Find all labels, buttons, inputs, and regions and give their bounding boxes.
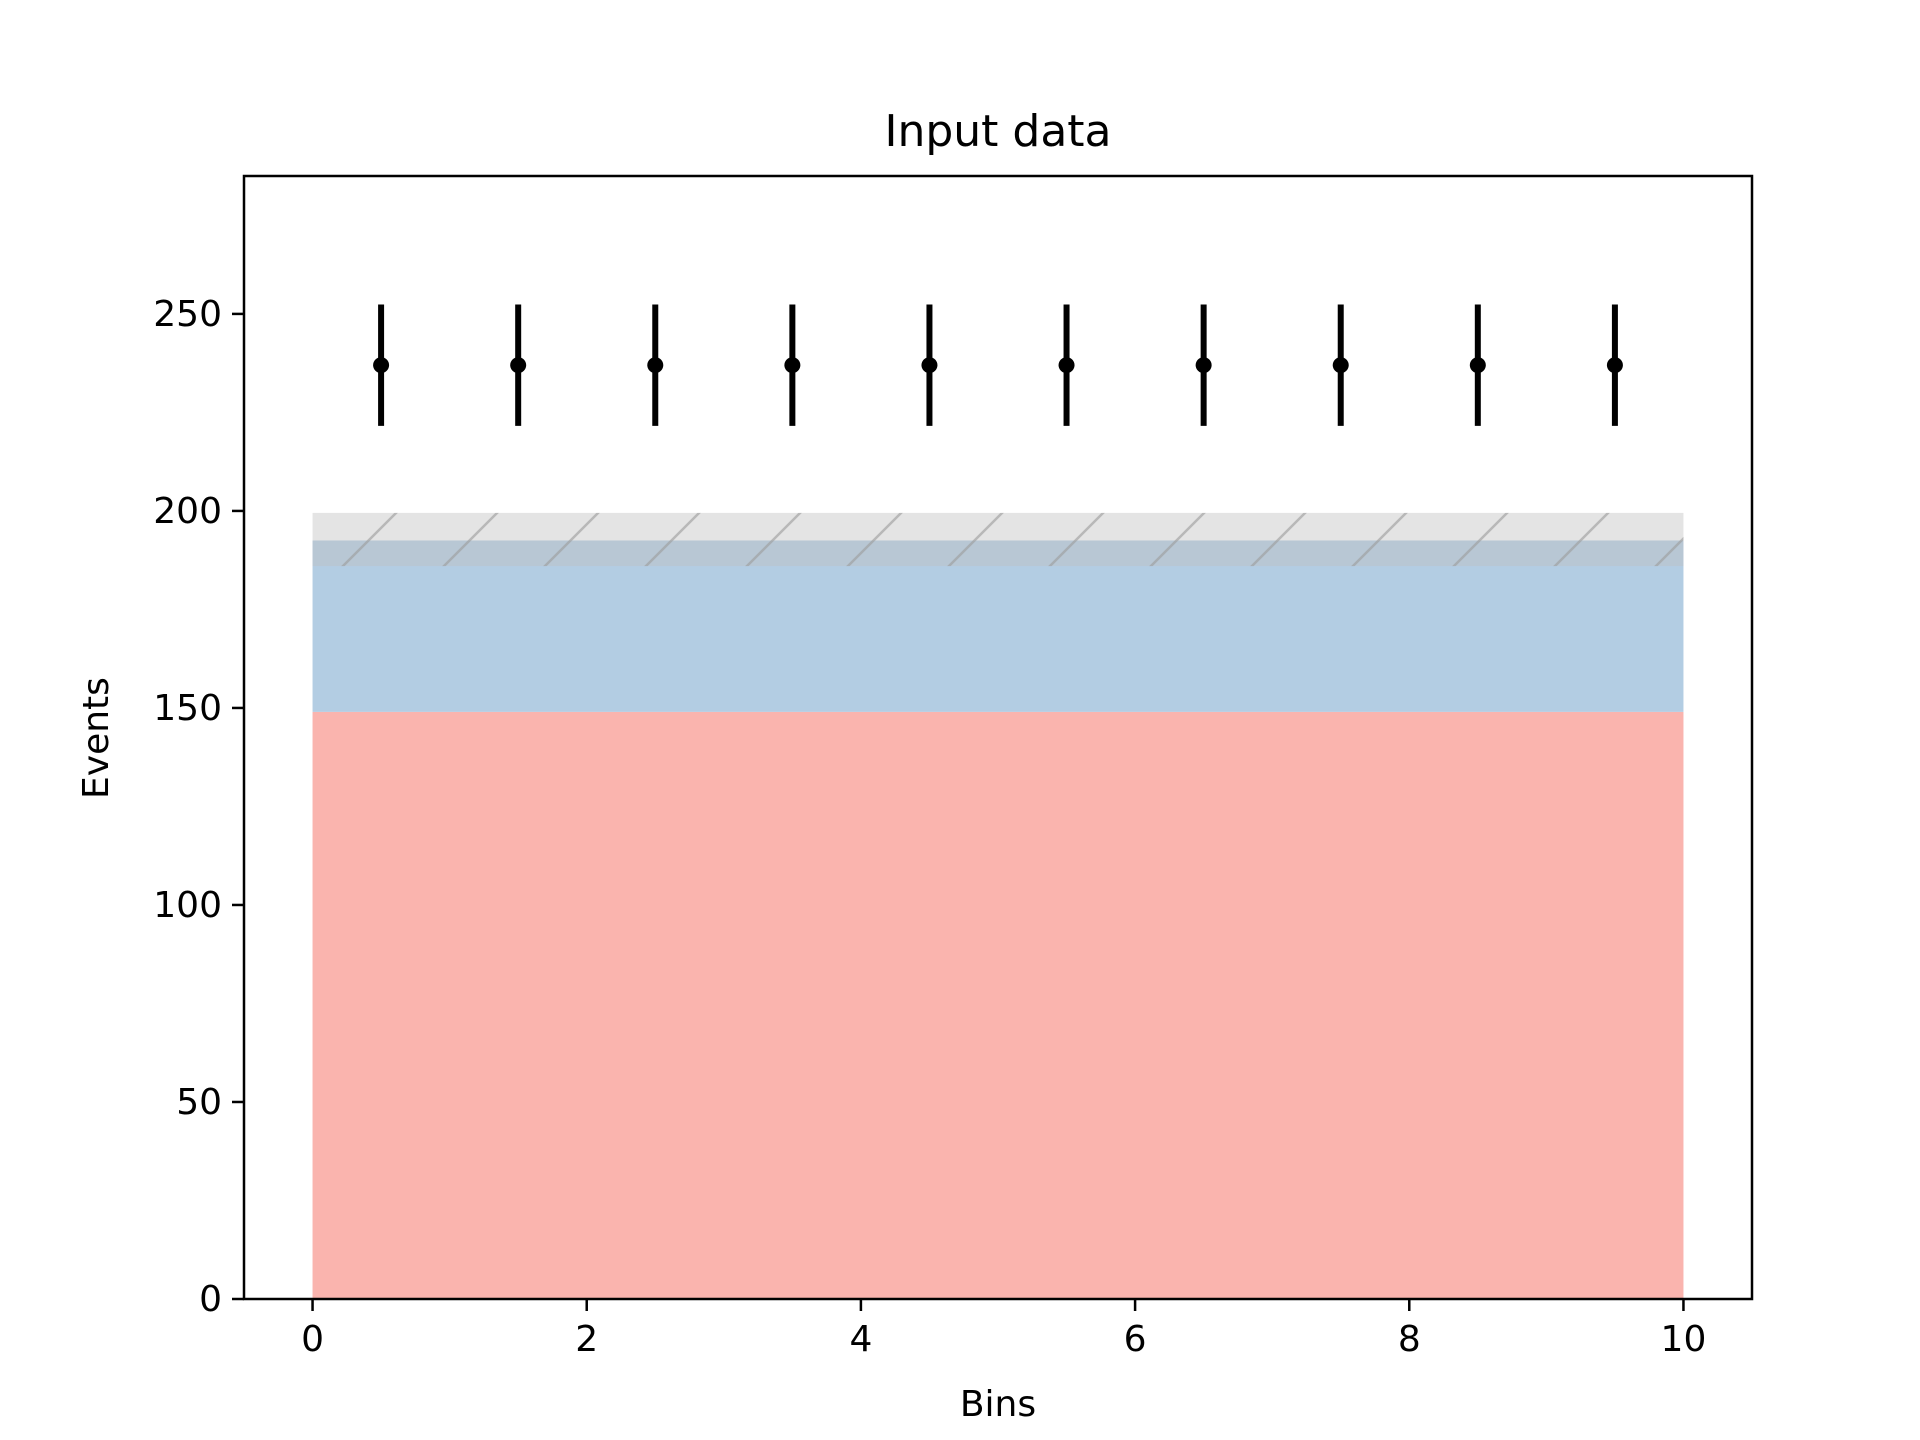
y-tick-label: 200 xyxy=(153,491,222,532)
data-point xyxy=(647,357,664,374)
data-point xyxy=(1606,357,1623,374)
y-tick-label: 50 xyxy=(176,1082,222,1123)
x-axis-label: Bins xyxy=(960,1384,1036,1425)
x-tick-label: 8 xyxy=(1398,1319,1421,1360)
data-point xyxy=(1058,357,1075,374)
y-tick-label: 250 xyxy=(153,294,222,335)
data-point xyxy=(784,357,801,374)
y-axis-label: Events xyxy=(76,677,117,799)
chart-title: Input data xyxy=(884,106,1111,157)
data-point xyxy=(1195,357,1212,374)
y-tick-label: 0 xyxy=(199,1279,222,1320)
x-tick-label: 4 xyxy=(849,1319,872,1360)
data-point xyxy=(373,357,390,374)
data-point xyxy=(921,357,938,374)
stack-bar-0 xyxy=(312,711,1684,1299)
stack-bar-1 xyxy=(312,540,1684,712)
data-point xyxy=(510,357,527,374)
axes-frame xyxy=(242,174,1754,1301)
data-point xyxy=(1332,357,1349,374)
y-tick-label: 100 xyxy=(153,885,222,926)
chart-marks xyxy=(312,304,1684,1299)
x-tick-label: 6 xyxy=(1124,1319,1147,1360)
x-tick-label: 10 xyxy=(1661,1319,1707,1360)
uncertainty-band-hatch xyxy=(312,512,1684,567)
x-tick-label: 2 xyxy=(575,1319,598,1360)
data-point xyxy=(1469,357,1486,374)
x-tick-label: 0 xyxy=(301,1319,324,1360)
y-tick-label: 150 xyxy=(153,688,222,729)
